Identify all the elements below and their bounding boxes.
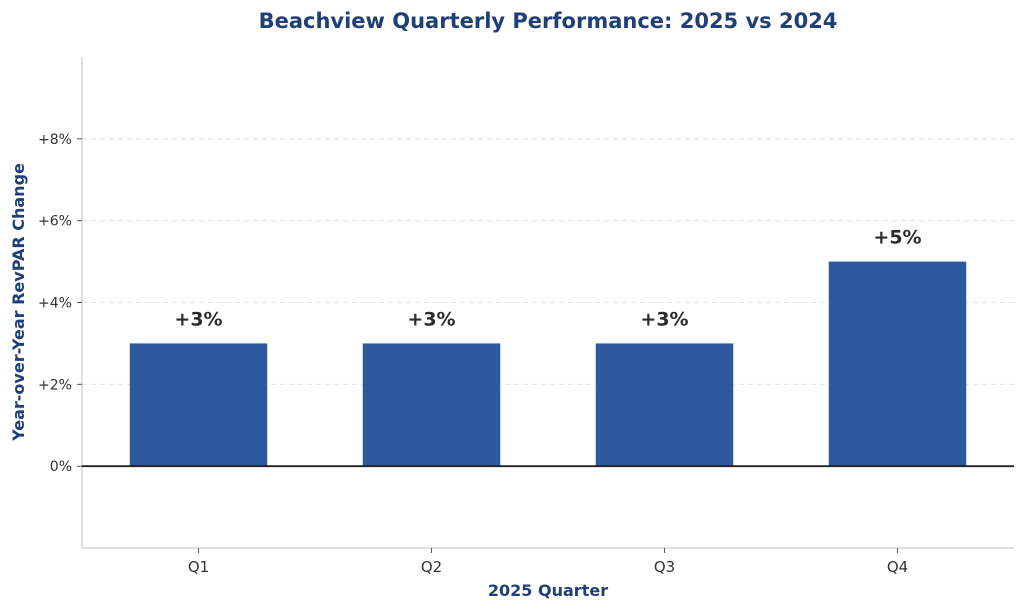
y-tick-label: +8% <box>38 132 72 148</box>
x-axis-label: 2025 Quarter <box>488 581 608 600</box>
y-tick-label: +2% <box>38 377 72 393</box>
x-tick-label: Q4 <box>887 558 908 576</box>
bar-data-labels: +3% +3% +3% +5% <box>174 227 921 331</box>
y-tick-label: +6% <box>38 214 72 230</box>
bar-data-label: +3% <box>174 308 222 330</box>
x-tick-label: Q3 <box>654 558 675 576</box>
bar-q2 <box>362 343 501 467</box>
bar-data-label: +3% <box>407 308 455 330</box>
bar-data-label: +5% <box>873 227 921 249</box>
bars <box>129 261 967 467</box>
y-ticks: 0% +2% +4% +6% +8% <box>38 132 82 475</box>
bar-q4 <box>828 261 967 467</box>
bar-q3 <box>595 343 734 467</box>
bar-q1 <box>129 343 268 467</box>
y-axis-label: Year-over-Year RevPAR Change <box>9 163 28 442</box>
chart-title: Beachview Quarterly Performance: 2025 vs… <box>259 9 838 33</box>
y-tick-label: 0% <box>50 459 72 475</box>
x-ticks: Q1 Q2 Q3 Q4 <box>188 548 908 576</box>
y-tick-label: +4% <box>38 296 72 312</box>
x-tick-label: Q1 <box>188 558 209 576</box>
bar-data-label: +3% <box>640 308 688 330</box>
x-tick-label: Q2 <box>421 558 442 576</box>
